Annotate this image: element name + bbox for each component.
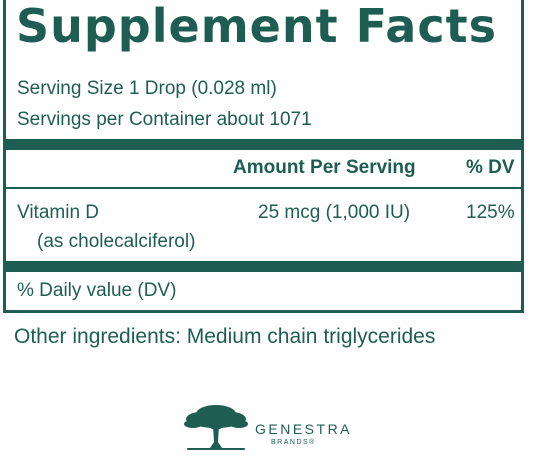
- other-ingredients: Other ingredients: Medium chain triglyce…: [14, 325, 436, 348]
- header-amount-per-serving: Amount Per Serving: [233, 157, 416, 178]
- supplement-facts-panel: Supplement Facts Serving Size 1 Drop (0.…: [3, 0, 524, 313]
- servings-per-container: Servings per Container about 1071: [17, 109, 312, 130]
- brand-sub: BRANDS®: [271, 439, 316, 446]
- header-percent-dv: % DV: [466, 157, 515, 178]
- tree-icon: [184, 405, 248, 450]
- serving-size: Serving Size 1 Drop (0.028 ml): [17, 78, 277, 99]
- brand-name: GENESTRA: [255, 421, 353, 437]
- genestra-logo: GENESTRA BRANDS®: [183, 400, 363, 452]
- nutrient-name: Vitamin D: [17, 202, 100, 223]
- daily-value-footnote: % Daily value (DV): [17, 280, 177, 301]
- nutrient-source: (as cholecalciferol): [37, 231, 196, 252]
- thin-divider: [6, 187, 521, 189]
- thick-divider-top: [6, 139, 521, 150]
- nutrient-dv: 125%: [466, 202, 515, 223]
- thick-divider-bottom: [6, 261, 521, 272]
- nutrient-amount: 25 mcg (1,000 IU): [258, 202, 411, 223]
- panel-title: Supplement Facts: [16, 0, 497, 53]
